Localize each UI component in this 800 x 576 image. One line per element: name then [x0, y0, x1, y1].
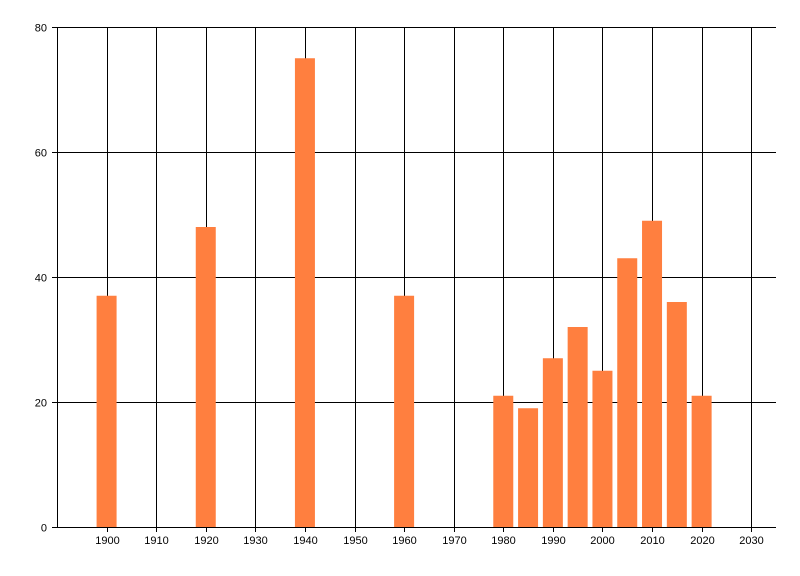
- y-tick-label: 80: [35, 23, 47, 35]
- y-tick-label: 20: [35, 398, 47, 410]
- axes: [57, 27, 776, 528]
- x-tick-label: 2030: [739, 535, 763, 547]
- x-tick-label: 1930: [243, 535, 267, 547]
- x-axis-ticks: 1900 1910 1920 1930 1940 1950 1960 1970 1980 1990…: [95, 527, 764, 547]
- bar-2010: [642, 220, 663, 527]
- bar-2015: [666, 302, 687, 527]
- bar-1985: [518, 408, 539, 527]
- bar-1940: [294, 58, 315, 527]
- x-tick-label: 2020: [690, 535, 714, 547]
- bars: [96, 58, 712, 527]
- y-tick-label: 60: [35, 148, 47, 160]
- grid-lines: [57, 27, 776, 528]
- y-axis-ticks: 0 20 40 60 80: [35, 23, 57, 535]
- bar-2020: [691, 395, 712, 527]
- x-tick-label: 1970: [442, 535, 466, 547]
- bar-1900: [96, 295, 117, 527]
- bar-2000: [592, 370, 613, 527]
- bar-1990: [542, 358, 563, 527]
- x-tick-label: 2000: [590, 535, 614, 547]
- x-tick-label: 1900: [95, 535, 119, 547]
- bar-1920: [195, 227, 216, 527]
- bar-1980: [493, 395, 514, 527]
- x-tick-label: 1940: [293, 535, 317, 547]
- bar-1960: [394, 295, 415, 527]
- x-tick-label: 1980: [491, 535, 515, 547]
- x-tick-label: 1910: [144, 535, 168, 547]
- bar-2005: [617, 258, 638, 527]
- y-tick-label: 40: [35, 273, 47, 285]
- x-tick-label: 1960: [392, 535, 416, 547]
- x-tick-label: 1950: [343, 535, 367, 547]
- x-tick-label: 2010: [640, 535, 664, 547]
- x-tick-label: 1990: [541, 535, 565, 547]
- y-tick-label: 0: [41, 523, 47, 535]
- bar-1995: [567, 327, 588, 527]
- x-tick-label: 1920: [194, 535, 218, 547]
